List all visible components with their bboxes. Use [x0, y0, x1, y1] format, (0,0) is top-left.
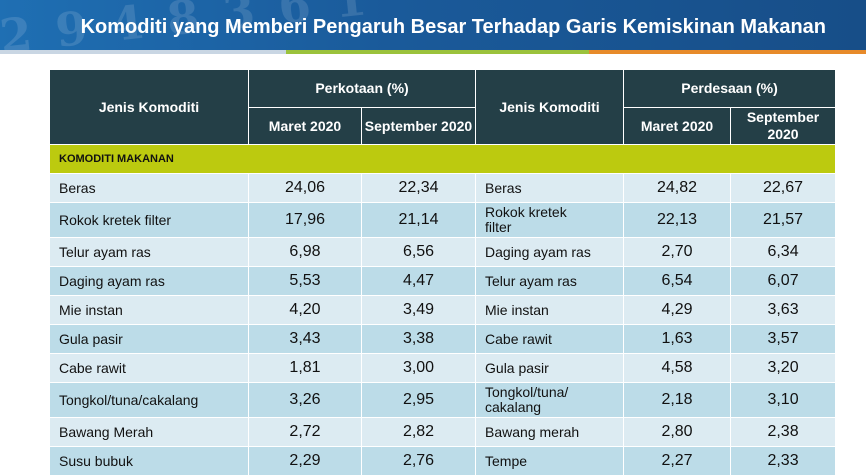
- perdesaan-item-cell: Tongkol/tuna/ cakalang: [475, 382, 625, 418]
- perkotaan-september-cell: 6,56: [360, 237, 477, 267]
- table-row: Beras 24,06 22,34 Beras 24,82 22,67: [49, 173, 837, 203]
- perkotaan-september-cell: 2,76: [360, 446, 477, 476]
- table-row: Telur ayam ras 6,98 6,56 Daging ayam ras 2,7…: [49, 237, 837, 267]
- perdesaan-item-cell: Mie instan: [475, 295, 625, 325]
- header-perdesaan: Perdesaan (%): [623, 69, 837, 108]
- perdesaan-maret-cell: 6,54: [623, 266, 732, 296]
- perdesaan-item-cell: Daging ayam ras: [475, 237, 625, 267]
- perdesaan-september-cell: 2,38: [730, 417, 837, 447]
- perkotaan-september-cell: 22,34: [360, 173, 477, 203]
- header-perdesaan-maret: Maret 2020: [623, 106, 732, 145]
- perkotaan-item-cell: Daging ayam ras: [49, 266, 249, 296]
- header-perkotaan-september: September 2020: [360, 106, 477, 145]
- category-label: KOMODITI MAKANAN: [48, 144, 837, 174]
- perdesaan-september-cell: 22,67: [730, 173, 837, 203]
- perdesaan-september-cell: 3,57: [730, 324, 837, 354]
- perkotaan-september-cell: 3,00: [360, 353, 477, 383]
- table-row: Daging ayam ras 5,53 4,47 Telur ayam ras 6,5…: [49, 266, 837, 296]
- perdesaan-september-cell: 21,57: [730, 202, 837, 238]
- color-stripe: [0, 50, 866, 58]
- perdesaan-maret-cell: 22,13: [623, 202, 732, 238]
- table-row: Mie instan 4,20 3,49 Mie instan 4,29 3,63: [49, 295, 837, 325]
- perkotaan-maret-cell: 2,29: [248, 446, 362, 476]
- title-banner: 2 9 4 8 3 6 1 Komoditi yang Memberi Peng…: [0, 0, 866, 58]
- perkotaan-maret-cell: 2,72: [248, 417, 362, 447]
- perkotaan-item-cell: Beras: [49, 173, 249, 203]
- perdesaan-maret-cell: 2,70: [623, 237, 732, 267]
- header-jenis-komoditi-left: Jenis Komoditi: [49, 69, 249, 145]
- category-row: KOMODITI MAKANAN: [48, 144, 837, 174]
- header-perkotaan-maret: Maret 2020: [248, 106, 362, 145]
- table-row: Rokok kretek filter 17,96 21,14 Rokok krete…: [49, 202, 837, 238]
- perdesaan-maret-cell: 2,27: [623, 446, 732, 476]
- header-perdesaan-september: September 2020: [730, 106, 837, 145]
- perdesaan-item-cell: Cabe rawit: [475, 324, 625, 354]
- perkotaan-september-cell: 2,82: [360, 417, 477, 447]
- perdesaan-maret-cell: 4,29: [623, 295, 732, 325]
- perkotaan-september-cell: 3,38: [360, 324, 477, 354]
- table-row: Gula pasir 3,43 3,38 Cabe rawit 1,63 3,57: [49, 324, 837, 354]
- perkotaan-item-cell: Rokok kretek filter: [49, 202, 249, 238]
- table-row: Susu bubuk 2,29 2,76 Tempe 2,27 2,33: [49, 446, 837, 476]
- table-row: Bawang Merah 2,72 2,82 Bawang merah 2,80 2,38: [49, 417, 837, 447]
- perkotaan-maret-cell: 17,96: [248, 202, 362, 238]
- perdesaan-item-cell: Telur ayam ras: [475, 266, 625, 296]
- perkotaan-item-cell: Tongkol/tuna/cakalang: [49, 382, 249, 418]
- perdesaan-september-cell: 3,10: [730, 382, 837, 418]
- perkotaan-maret-cell: 3,26: [248, 382, 362, 418]
- perkotaan-item-cell: Susu bubuk: [49, 446, 249, 476]
- perkotaan-september-cell: 3,49: [360, 295, 477, 325]
- header-perkotaan: Perkotaan (%): [247, 69, 477, 108]
- perkotaan-item-cell: Telur ayam ras: [49, 237, 249, 267]
- perkotaan-maret-cell: 6,98: [248, 237, 362, 267]
- perdesaan-maret-cell: 1,63: [623, 324, 732, 354]
- perkotaan-maret-cell: 24,06: [248, 173, 362, 203]
- perkotaan-maret-cell: 1,81: [248, 353, 362, 383]
- perdesaan-september-cell: 6,07: [730, 266, 837, 296]
- table-row: Cabe rawit 1,81 3,00 Gula pasir 4,58 3,20: [49, 353, 837, 383]
- perkotaan-maret-cell: 5,53: [248, 266, 362, 296]
- perdesaan-maret-cell: 2,80: [623, 417, 732, 447]
- perkotaan-item-cell: Gula pasir: [49, 324, 249, 354]
- perkotaan-september-cell: 21,14: [360, 202, 477, 238]
- perkotaan-maret-cell: 4,20: [248, 295, 362, 325]
- perkotaan-maret-cell: 3,43: [248, 324, 362, 354]
- perkotaan-item-cell: Bawang Merah: [49, 417, 249, 447]
- commodity-table: Jenis Komoditi Perkotaan (%) Jenis Komod…: [48, 69, 837, 476]
- perdesaan-item-cell: Tempe: [475, 446, 625, 476]
- perdesaan-maret-cell: 4,58: [623, 353, 732, 383]
- perdesaan-maret-cell: 24,82: [623, 173, 732, 203]
- page-title: Komoditi yang Memberi Pengaruh Besar Ter…: [80, 16, 826, 38]
- perdesaan-september-cell: 3,20: [730, 353, 837, 383]
- perkotaan-item-cell: Mie instan: [49, 295, 249, 325]
- perdesaan-item-cell: Beras: [475, 173, 625, 203]
- perdesaan-item-cell: Gula pasir: [475, 353, 625, 383]
- perdesaan-september-cell: 2,33: [730, 446, 837, 476]
- perkotaan-september-cell: 2,95: [360, 382, 477, 418]
- perdesaan-item-cell: Rokok kretek filter: [475, 202, 625, 238]
- header-jenis-komoditi-right: Jenis Komoditi: [475, 69, 625, 145]
- perdesaan-september-cell: 6,34: [730, 237, 837, 267]
- perkotaan-item-cell: Cabe rawit: [49, 353, 249, 383]
- perdesaan-maret-cell: 2,18: [623, 382, 732, 418]
- table-row: Tongkol/tuna/cakalang 3,26 2,95 Tongkol/tun…: [49, 382, 837, 418]
- perdesaan-september-cell: 3,63: [730, 295, 837, 325]
- perdesaan-item-cell: Bawang merah: [475, 417, 625, 447]
- perkotaan-september-cell: 4,47: [360, 266, 477, 296]
